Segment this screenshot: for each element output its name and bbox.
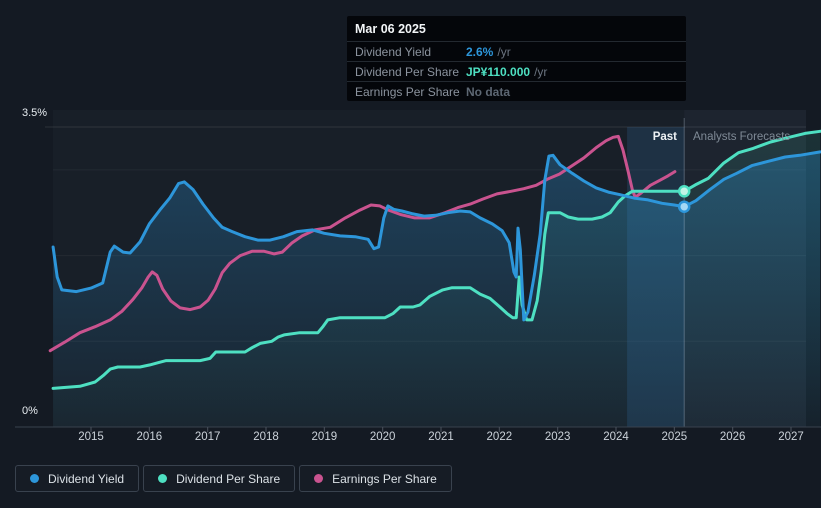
x-axis-year-label: 2016 bbox=[136, 431, 163, 443]
x-axis-year-label: 2023 bbox=[544, 431, 571, 443]
dividend_per_share-marker bbox=[677, 185, 691, 198]
x-axis-year-label: 2015 bbox=[78, 431, 104, 443]
tooltip-label: Dividend Per Share bbox=[355, 64, 460, 79]
x-axis-year-label: 2018 bbox=[253, 431, 279, 443]
tooltip-label: Earnings Per Share bbox=[355, 84, 460, 99]
x-axis-year-label: 2025 bbox=[661, 431, 688, 443]
chart-tooltip: Mar 06 2025 Dividend Yield 2.6% /yr Divi… bbox=[347, 16, 686, 101]
x-axis-year-label: 2017 bbox=[194, 431, 221, 443]
x-axis-year-label: 2020 bbox=[369, 431, 396, 443]
y-axis-max-label: 3.5% bbox=[22, 107, 48, 119]
tooltip-unit: /yr bbox=[497, 44, 511, 59]
tooltip-value: JP¥110.000 bbox=[466, 64, 531, 79]
past-zone-label: Past bbox=[652, 131, 677, 143]
legend-label: Dividend Yield bbox=[48, 471, 125, 486]
y-axis-min-label: 0% bbox=[22, 405, 38, 417]
chart-legend: Dividend Yield Dividend Per Share Earnin… bbox=[15, 465, 452, 492]
earnings-per-share-dot-icon bbox=[314, 474, 324, 483]
tooltip-row-dividend-yield: Dividend Yield 2.6% /yr bbox=[347, 41, 686, 61]
dividend_yield-marker bbox=[677, 200, 691, 213]
eps-line bbox=[48, 134, 677, 353]
x-axis-year-label: 2021 bbox=[428, 431, 454, 443]
legend-toggle-earnings-per-share[interactable]: Earnings Per Share bbox=[299, 465, 452, 492]
x-axis-year-label: 2027 bbox=[778, 431, 804, 443]
hover-highlight-band bbox=[627, 127, 685, 427]
tooltip-value: No data bbox=[466, 84, 511, 99]
legend-toggle-dividend-yield[interactable]: Dividend Yield bbox=[15, 465, 140, 492]
tooltip-value: 2.6% bbox=[466, 44, 494, 59]
tooltip-unit: /yr bbox=[534, 64, 548, 79]
dividend_per_share-line bbox=[51, 129, 821, 390]
x-axis-year-label: 2026 bbox=[719, 431, 746, 443]
x-axis-year-label: 2022 bbox=[486, 431, 513, 443]
tooltip-row-earnings-per-share: Earnings Per Share No data bbox=[347, 81, 686, 101]
x-axis-year-label: 2024 bbox=[603, 431, 629, 443]
dividend-yield-dot-icon bbox=[30, 474, 39, 483]
dividend-per-share-dot-icon bbox=[158, 474, 168, 483]
legend-label: Dividend Per Share bbox=[176, 471, 281, 486]
forecast-zone-label: Analysts Forecasts bbox=[693, 131, 791, 143]
legend-label: Earnings Per Share bbox=[332, 471, 437, 486]
legend-toggle-dividend-per-share[interactable]: Dividend Per Share bbox=[143, 465, 296, 492]
tooltip-date: Mar 06 2025 bbox=[355, 22, 426, 36]
x-axis-year-label: 2019 bbox=[311, 431, 338, 443]
dividend_yield-line bbox=[51, 150, 821, 322]
dividend-yield-area bbox=[53, 151, 821, 427]
tooltip-row-dividend-per-share: Dividend Per Share JP¥110.000 /yr bbox=[347, 61, 686, 81]
tooltip-label: Dividend Yield bbox=[355, 44, 432, 59]
